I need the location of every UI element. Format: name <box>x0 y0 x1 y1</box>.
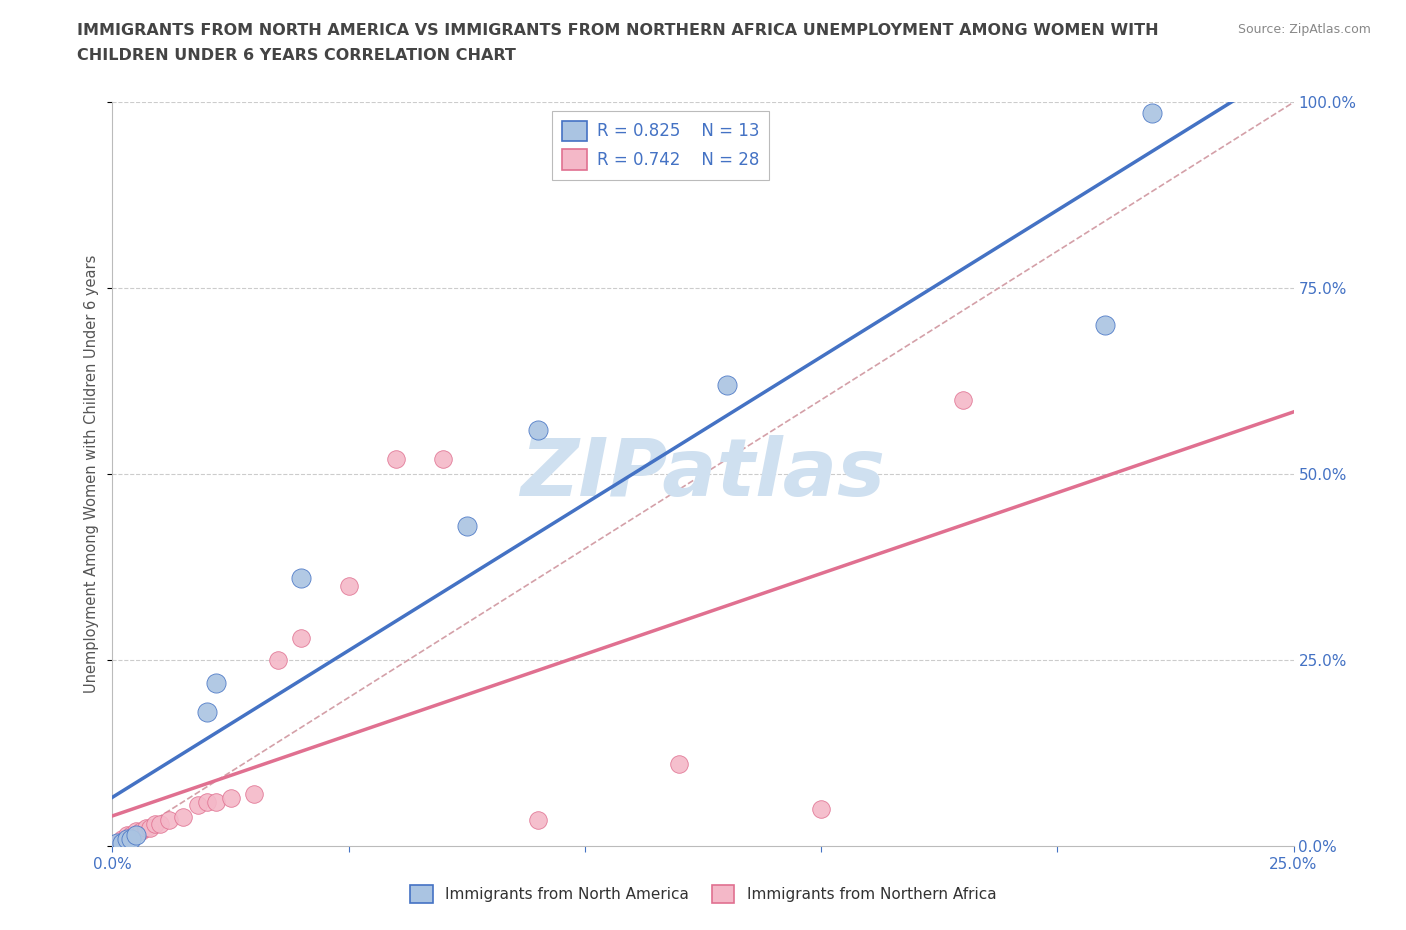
Point <box>243 787 266 802</box>
Point <box>186 798 208 813</box>
Point <box>195 794 218 809</box>
Point <box>111 835 134 850</box>
Text: IMMIGRANTS FROM NORTH AMERICA VS IMMIGRANTS FROM NORTHERN AFRICA UNEMPLOYMENT AM: IMMIGRANTS FROM NORTH AMERICA VS IMMIGRA… <box>77 23 1159 38</box>
Point <box>526 422 548 437</box>
Point <box>432 452 454 467</box>
Point <box>290 571 312 586</box>
Point <box>385 452 408 467</box>
Point <box>526 813 548 828</box>
Point <box>129 824 152 839</box>
Point <box>143 817 166 831</box>
Point <box>120 831 142 846</box>
Point <box>115 831 138 846</box>
Point <box>952 392 974 407</box>
Point <box>105 835 128 850</box>
Point <box>716 378 738 392</box>
Point <box>1094 318 1116 333</box>
Point <box>157 813 180 828</box>
Text: ZIPatlas: ZIPatlas <box>520 435 886 513</box>
Point <box>111 835 134 850</box>
Point <box>290 631 312 645</box>
Y-axis label: Unemployment Among Women with Children Under 6 years: Unemployment Among Women with Children U… <box>84 255 100 694</box>
Point <box>125 828 148 843</box>
Point <box>120 828 142 843</box>
Point <box>219 790 242 805</box>
Point <box>115 831 138 846</box>
Point <box>668 757 690 772</box>
Point <box>810 802 832 817</box>
Point <box>267 653 290 668</box>
Point <box>337 578 360 593</box>
Point <box>105 835 128 850</box>
Point <box>135 820 157 835</box>
Text: Source: ZipAtlas.com: Source: ZipAtlas.com <box>1237 23 1371 36</box>
Text: CHILDREN UNDER 6 YEARS CORRELATION CHART: CHILDREN UNDER 6 YEARS CORRELATION CHART <box>77 48 516 63</box>
Point <box>172 809 194 824</box>
Point <box>1140 106 1163 121</box>
Point <box>205 675 228 690</box>
Point <box>456 519 478 534</box>
Point <box>111 831 134 846</box>
Point <box>115 828 138 843</box>
Point <box>139 820 162 835</box>
Point <box>149 817 172 831</box>
Point <box>195 705 218 720</box>
Legend: Immigrants from North America, Immigrants from Northern Africa: Immigrants from North America, Immigrant… <box>404 879 1002 910</box>
Point <box>205 794 228 809</box>
Point <box>125 824 148 839</box>
